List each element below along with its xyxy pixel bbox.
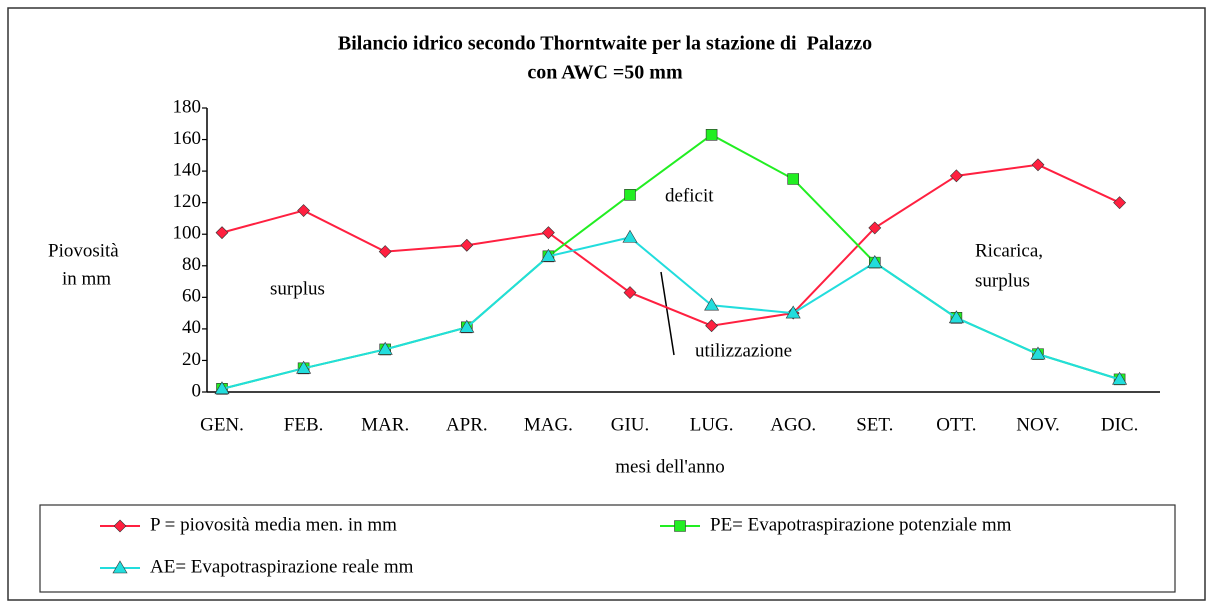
x-tick-label: DIC. [1101, 414, 1138, 435]
data-point [622, 229, 638, 243]
legend-marker [112, 560, 128, 574]
x-tick-label: MAG. [524, 414, 573, 435]
y-axis-label: in mm [62, 268, 111, 289]
annotation: utilizzazione [695, 340, 792, 361]
y-tick-label: 100 [173, 223, 202, 244]
data-point [297, 204, 311, 217]
data-point [785, 305, 801, 319]
data-point [868, 221, 882, 235]
legend-label: AE= Evapotraspirazione reale mm [150, 556, 414, 577]
y-tick-label: 160 [173, 128, 202, 149]
data-point [705, 129, 718, 141]
data-point [787, 173, 800, 185]
data-point [948, 310, 964, 324]
data-point [541, 226, 555, 240]
annotation: deficit [665, 185, 714, 206]
x-tick-label: GEN. [200, 414, 244, 435]
y-tick-label: 80 [182, 254, 201, 275]
y-tick-label: 40 [182, 317, 201, 338]
data-point [1031, 158, 1045, 172]
chart-title: Bilancio idrico secondo Thorntwaite per … [338, 33, 872, 55]
data-point [704, 297, 720, 311]
y-tick-label: 60 [182, 286, 201, 307]
data-point [623, 286, 637, 300]
data-point [459, 319, 475, 333]
x-tick-label: FEB. [284, 414, 324, 435]
x-tick-label: LUG. [690, 414, 734, 435]
x-tick-label: OTT. [936, 414, 976, 435]
x-axis-label: mesi dell'anno [615, 456, 724, 477]
data-point [215, 226, 229, 240]
series-line [221, 236, 1120, 390]
series-line [221, 163, 1121, 327]
annotation-pointer [660, 271, 675, 356]
data-point [377, 341, 393, 355]
annotation: surplus [975, 270, 1030, 291]
data-point [949, 169, 963, 183]
x-tick-label: AGO. [770, 414, 816, 435]
chart-title: con AWC =50 mm [527, 62, 683, 84]
y-tick-label: 120 [173, 191, 202, 212]
annotation: Ricarica, [975, 240, 1043, 261]
x-tick-label: APR. [446, 414, 488, 435]
data-point [214, 381, 230, 395]
data-point [1113, 196, 1127, 210]
data-point [1030, 346, 1046, 360]
x-tick-label: MAR. [361, 414, 409, 435]
data-point [296, 360, 312, 374]
data-point [705, 319, 719, 333]
annotation: surplus [270, 278, 325, 299]
legend-label: P = piovosità media men. in mm [150, 514, 397, 535]
x-tick-label: SET. [856, 414, 893, 435]
data-point [867, 255, 883, 268]
legend-label: PE= Evapotraspirazione potenziale mm [710, 514, 1012, 535]
y-tick-label: 180 [173, 96, 202, 117]
y-tick-label: 140 [173, 159, 202, 180]
data-point [624, 188, 636, 201]
y-tick-label: 0 [192, 380, 202, 401]
y-tick-label: 20 [182, 349, 201, 370]
data-point [1112, 371, 1128, 385]
legend-box [39, 504, 1176, 593]
data-point [460, 238, 474, 252]
data-point [540, 248, 556, 262]
legend-marker [674, 520, 686, 532]
y-axis-label: Piovosità [48, 240, 119, 261]
legend-marker [113, 519, 127, 533]
x-tick-label: NOV. [1016, 414, 1059, 435]
data-point [378, 245, 392, 259]
x-tick-label: GIU. [611, 414, 650, 435]
